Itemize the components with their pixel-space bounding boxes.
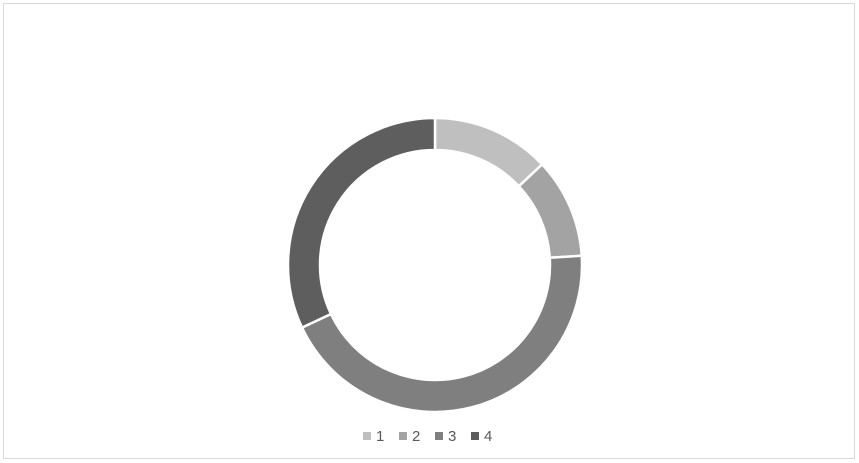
legend-label: 1	[376, 428, 384, 445]
legend-swatch	[435, 432, 443, 440]
legend-label: 2	[412, 428, 420, 445]
donut-segment	[286, 116, 437, 330]
legend-label: 3	[448, 428, 456, 445]
donut-segment	[300, 254, 584, 414]
legend-swatch	[399, 432, 407, 440]
legend-swatch	[363, 432, 371, 440]
legend-swatch	[471, 432, 479, 440]
legend-label: 4	[484, 428, 492, 445]
